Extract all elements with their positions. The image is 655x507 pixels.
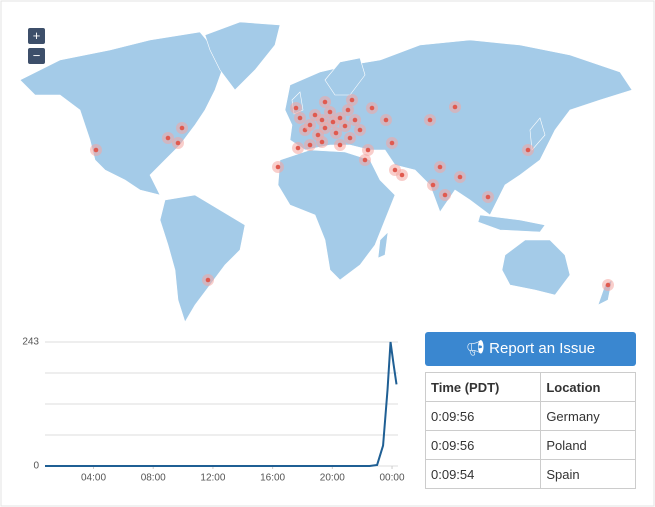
dot — [347, 135, 353, 141]
dot — [430, 182, 436, 188]
dot — [295, 145, 301, 151]
x-tick-label: 04:00 — [81, 473, 106, 484]
dot — [205, 277, 211, 283]
report-dots — [90, 94, 614, 291]
japan — [529, 117, 546, 151]
dot — [297, 115, 303, 121]
dot — [327, 109, 333, 115]
cell: Spain — [540, 459, 636, 489]
dot — [457, 174, 463, 180]
x-tick-label: 16:00 — [260, 473, 285, 484]
south-america — [159, 194, 246, 323]
megaphone-icon: 📢︎ — [465, 340, 490, 357]
world-map — [19, 21, 633, 323]
africa — [277, 149, 396, 281]
dot — [442, 192, 448, 198]
indonesia — [477, 214, 546, 233]
dot — [369, 105, 375, 111]
dot — [525, 147, 531, 153]
x-tick-label: 08:00 — [141, 473, 166, 484]
north-america — [19, 31, 226, 196]
dot — [362, 157, 368, 163]
zoom-in[interactable]: + — [28, 28, 45, 44]
x-tick-label: 12:00 — [200, 473, 225, 484]
dot — [307, 142, 313, 148]
x-tick-label: 20:00 — [320, 473, 345, 484]
dot — [392, 167, 398, 173]
madagascar — [377, 231, 389, 259]
dot — [485, 194, 491, 200]
dot — [337, 115, 343, 121]
report-button[interactable]: 📢︎ Report an Issue — [425, 332, 636, 366]
dot — [179, 125, 185, 131]
dot — [399, 172, 405, 178]
cell: Poland — [540, 430, 636, 460]
cell: 0:09:54 — [424, 459, 542, 489]
button-label: Report an Issue — [489, 340, 596, 357]
zoom-out[interactable]: − — [28, 48, 45, 64]
dot — [349, 97, 355, 103]
dot — [330, 119, 336, 125]
header-cell: Time (PDT) — [424, 372, 542, 402]
eurasia — [284, 39, 633, 216]
greenland — [204, 21, 281, 91]
dot — [337, 142, 343, 148]
scandinavia — [324, 57, 366, 96]
dot — [275, 164, 281, 170]
table-row: 0:09:56 Germany — [424, 401, 636, 431]
dot — [333, 130, 339, 136]
cell: 0:09:56 — [424, 430, 542, 460]
y-tick-label: 243 — [22, 337, 39, 348]
dot — [389, 140, 395, 146]
dot — [322, 99, 328, 105]
dot — [293, 105, 299, 111]
dot — [427, 117, 433, 123]
dot — [342, 123, 348, 129]
dot — [307, 122, 313, 128]
dot — [165, 135, 171, 141]
cell: Germany — [540, 401, 636, 431]
dot — [93, 147, 99, 153]
header-cell: Location — [540, 372, 636, 402]
line — [45, 341, 398, 467]
dot — [365, 147, 371, 153]
dot — [345, 107, 351, 113]
dot — [383, 117, 389, 123]
dot — [175, 140, 181, 146]
cell: 0:09:56 — [424, 401, 542, 431]
dot — [437, 164, 443, 170]
table-header: Time (PDT) Location — [424, 372, 636, 402]
dot — [352, 117, 358, 123]
dot — [357, 127, 363, 133]
y-tick-label: 0 — [33, 461, 39, 472]
dot — [605, 282, 611, 288]
table-row: 0:09:56 Poland — [424, 430, 636, 460]
dot — [319, 139, 325, 145]
table-row: 0:09:54 Spain — [424, 459, 636, 489]
dot — [319, 117, 325, 123]
dot — [452, 104, 458, 110]
dot — [312, 112, 318, 118]
australia — [501, 239, 571, 296]
x-tick-label: 00:00 — [380, 473, 405, 484]
dot — [322, 125, 328, 131]
dot — [315, 132, 321, 138]
report-table: Time (PDT) Location 0:09:56 Germany 0:09:5… — [424, 372, 636, 489]
